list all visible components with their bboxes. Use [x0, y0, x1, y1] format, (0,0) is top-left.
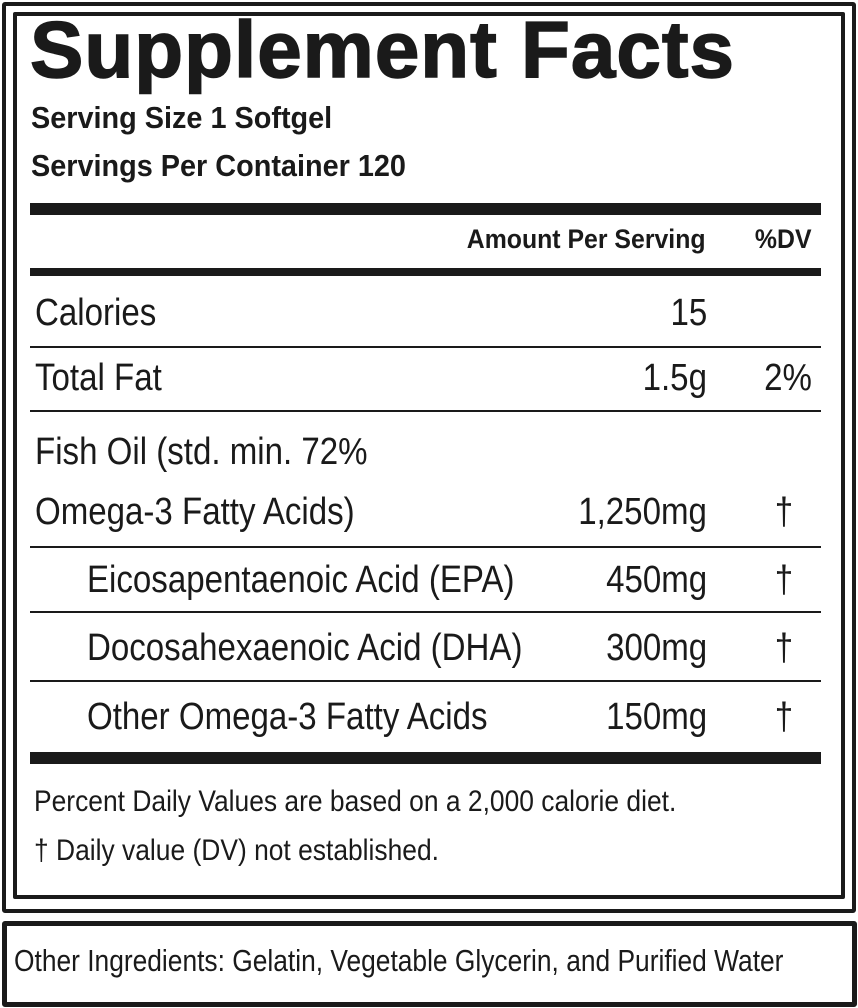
row-amount-dha: 300mg: [605, 627, 707, 669]
other-ingredients: Other Ingredients: Gelatin, Vegetable Gl…: [14, 943, 784, 978]
row-amount-other-omega3: 150mg: [605, 696, 707, 738]
thick-divider: [30, 203, 821, 215]
row-divider: [30, 680, 821, 682]
row-divider: [30, 346, 821, 348]
dv-header: %DV: [755, 224, 812, 254]
row-name-dha: Docosahexaenoic Acid (DHA): [87, 627, 523, 669]
row-name-fish-oil: Fish Oil (std. min. 72%: [35, 431, 368, 473]
row-dv-dha: †: [774, 627, 793, 669]
row-divider: [30, 410, 821, 412]
row-name-other-omega3: Other Omega-3 Fatty Acids: [87, 696, 488, 738]
thick-divider: [30, 752, 821, 764]
row-divider: [30, 546, 821, 548]
label-outer-border: [2, 2, 856, 913]
footnote-daily-values: Percent Daily Values are based on a 2,00…: [34, 785, 677, 818]
label-title: Supplement Facts: [29, 4, 736, 95]
row-name-epa: Eicosapentaenoic Acid (EPA): [87, 559, 515, 601]
medium-divider: [30, 268, 821, 276]
other-ingredients-box: [2, 921, 857, 1007]
row-dv-epa: †: [774, 559, 793, 601]
row-name-calories: Calories: [35, 292, 157, 334]
servings-per-container: Servings Per Container 120: [31, 148, 406, 183]
row-dv-other-omega3: †: [774, 696, 793, 738]
row-divider: [30, 611, 821, 613]
footnote-dagger: † Daily value (DV) not established.: [34, 834, 440, 867]
row-amount-calories: 15: [670, 292, 707, 334]
serving-size: Serving Size 1 Softgel: [31, 100, 333, 135]
row-dv-total-fat: 2%: [764, 357, 812, 399]
row-name-fish-oil-line2: Omega-3 Fatty Acids): [35, 491, 355, 533]
label-inner-border: [13, 12, 845, 899]
amount-header: Amount Per Serving: [467, 224, 706, 254]
row-amount-total-fat: 1.5g: [642, 357, 707, 399]
row-name-total-fat: Total Fat: [35, 357, 162, 399]
row-amount-epa: 450mg: [605, 559, 707, 601]
row-dv-fish-oil: †: [774, 491, 793, 533]
row-amount-fish-oil: 1,250mg: [578, 491, 707, 533]
